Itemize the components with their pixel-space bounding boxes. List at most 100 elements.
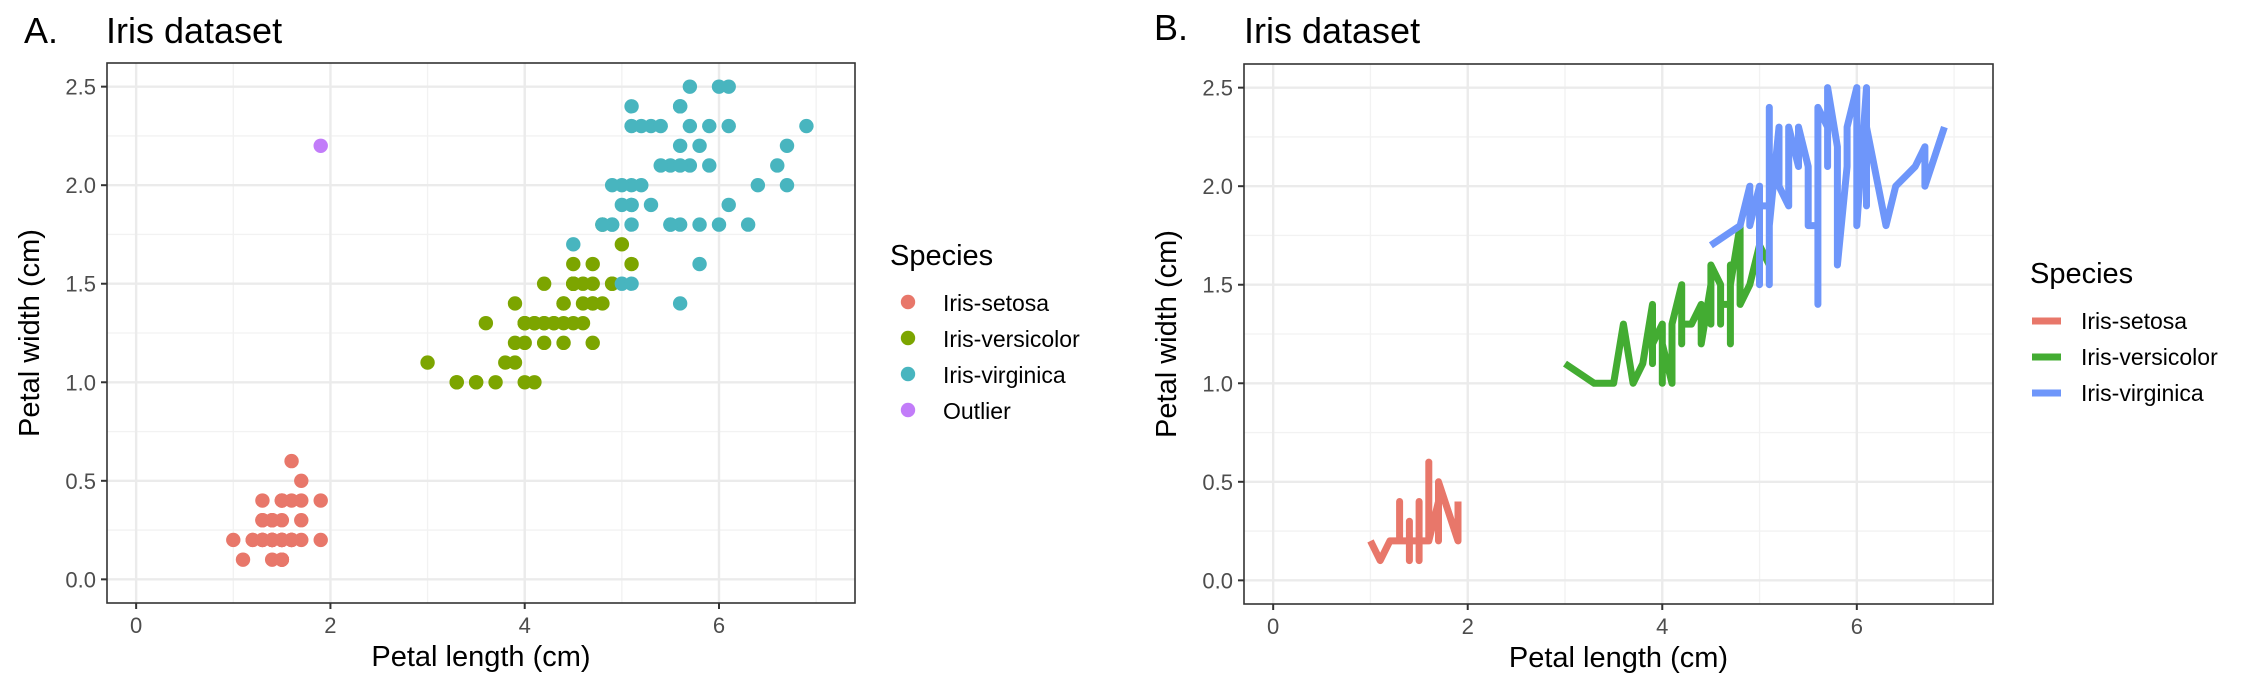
data-point-iris-versicolor xyxy=(585,335,600,351)
data-point-iris-virginica xyxy=(692,217,707,232)
legend-label: Iris-setosa xyxy=(943,290,1049,316)
panel-b-title: Iris dataset xyxy=(1244,10,1420,51)
data-point-iris-setosa xyxy=(313,532,328,548)
data-point-iris-versicolor xyxy=(575,315,591,331)
data-point-iris-versicolor xyxy=(507,296,523,311)
legend-label: Iris-versicolor xyxy=(2081,344,2218,370)
data-point-iris-virginica xyxy=(624,217,639,232)
legend-title: Species xyxy=(2030,258,2133,290)
data-point-iris-virginica xyxy=(750,177,766,193)
panel-b-legend: Species Iris-setosa Iris-versicolor Iris-vi… xyxy=(2030,258,2218,406)
y-tick-label: 0.0 xyxy=(65,567,96,592)
data-point-iris-setosa xyxy=(274,493,290,508)
panel-a-points xyxy=(226,79,814,567)
series-line-iris-virginica xyxy=(1708,84,1948,308)
panel-b: B. Iris dataset 0 2 4 6 0.0 0.5 1.0 1.5 2.0 2.5 P… xyxy=(1151,7,2218,674)
data-point-iris-virginica xyxy=(566,237,581,252)
data-point-iris-setosa xyxy=(264,513,280,528)
data-point-iris-versicolor xyxy=(566,256,581,272)
legend-label: Iris-versicolor xyxy=(943,326,1080,352)
data-point-iris-virginica xyxy=(653,118,668,134)
y-tick-label: 2.0 xyxy=(1202,174,1233,199)
data-point-iris-virginica xyxy=(634,177,649,193)
data-point-iris-virginica xyxy=(672,99,688,114)
data-point-iris-versicolor xyxy=(468,375,484,390)
legend-label: Outlier xyxy=(943,398,1011,424)
data-point-iris-versicolor xyxy=(546,315,562,331)
y-tick-label: 1.5 xyxy=(1202,273,1233,298)
data-point-iris-virginica xyxy=(672,296,688,311)
panel-b-y-axis-title: Petal width (cm) xyxy=(1151,230,1183,438)
data-point-iris-virginica xyxy=(721,118,736,134)
panel-a-plot-frame xyxy=(106,62,856,604)
data-point-iris-virginica xyxy=(721,79,736,94)
panel-a-gridlines xyxy=(107,63,855,603)
data-point-iris-setosa xyxy=(284,453,299,469)
data-point-iris-virginica xyxy=(770,158,785,173)
data-point-iris-virginica xyxy=(799,118,814,134)
x-tick-label: 6 xyxy=(1851,614,1863,639)
data-point-iris-virginica xyxy=(595,217,610,232)
y-tick-label: 1.5 xyxy=(65,272,96,297)
panel-a: A. Iris dataset 0 2 4 6 0.0 0.5 1.0 1.5 2.0 2.5 P… xyxy=(14,10,1080,673)
data-point-iris-virginica xyxy=(624,276,639,291)
panel-a-legend: Species Iris-setosa Iris-versicolor Iris-vi… xyxy=(890,240,1080,424)
data-point-iris-versicolor xyxy=(527,375,542,390)
legend-key-point xyxy=(900,294,916,310)
data-point-iris-virginica xyxy=(692,256,707,272)
legend-label: Iris-virginica xyxy=(2081,380,2204,406)
data-point-iris-versicolor xyxy=(536,276,552,291)
data-point-iris-virginica xyxy=(663,217,678,232)
data-point-iris-setosa xyxy=(264,532,280,548)
x-tick-label: 2 xyxy=(324,613,336,638)
data-point-outlier xyxy=(313,138,328,153)
legend-label: Iris-setosa xyxy=(2081,308,2187,334)
data-point-iris-versicolor xyxy=(527,315,542,331)
data-point-iris-versicolor xyxy=(585,276,600,291)
data-point-iris-virginica xyxy=(702,158,717,173)
data-point-iris-versicolor xyxy=(449,375,464,390)
series-line-iris-setosa xyxy=(1367,458,1462,565)
y-tick-label: 2.0 xyxy=(65,173,96,198)
x-tick-label: 6 xyxy=(713,613,725,638)
panel-a-tag: A. xyxy=(24,10,58,51)
legend-title: Species xyxy=(890,240,993,272)
data-point-iris-virginica xyxy=(643,197,659,213)
data-point-iris-virginica xyxy=(779,138,795,153)
data-point-iris-versicolor xyxy=(420,355,435,370)
data-point-iris-setosa xyxy=(235,552,251,567)
data-point-iris-virginica xyxy=(702,118,717,134)
y-tick-label: 2.5 xyxy=(1202,76,1233,101)
x-tick-label: 4 xyxy=(519,613,531,638)
y-tick-label: 0.5 xyxy=(65,469,96,494)
x-tick-label: 0 xyxy=(130,613,142,638)
data-point-iris-virginica xyxy=(614,197,630,213)
data-point-iris-versicolor xyxy=(556,296,571,311)
data-point-iris-virginica xyxy=(779,177,795,193)
data-point-iris-virginica xyxy=(692,138,707,153)
y-tick-label: 0.0 xyxy=(1202,568,1233,593)
panel-b-lines xyxy=(1367,84,1948,565)
data-point-iris-virginica xyxy=(682,79,698,94)
legend-key-point xyxy=(900,366,916,382)
y-tick-label: 2.5 xyxy=(65,75,96,100)
data-point-iris-virginica xyxy=(672,158,688,173)
panel-a-axis-ticks: 0 2 4 6 0.0 0.5 1.0 1.5 2.0 2.5 xyxy=(65,75,725,638)
panel-b-x-axis-title: Petal length (cm) xyxy=(1509,642,1728,674)
data-point-iris-versicolor xyxy=(536,335,552,351)
data-point-iris-versicolor xyxy=(498,355,513,370)
data-point-iris-versicolor xyxy=(517,335,532,351)
data-point-iris-versicolor xyxy=(575,296,591,311)
panel-a-x-axis-title: Petal length (cm) xyxy=(371,641,590,673)
data-point-iris-setosa xyxy=(294,513,309,528)
data-point-iris-virginica xyxy=(604,177,620,193)
x-tick-label: 0 xyxy=(1267,614,1279,639)
data-point-iris-virginica xyxy=(653,158,668,173)
panel-a-title: Iris dataset xyxy=(106,10,282,51)
data-point-iris-virginica xyxy=(711,217,727,232)
x-tick-label: 2 xyxy=(1462,614,1474,639)
legend-label: Iris-virginica xyxy=(943,362,1066,388)
data-point-iris-versicolor xyxy=(624,256,639,272)
data-point-iris-virginica xyxy=(740,217,756,232)
data-point-iris-virginica xyxy=(672,138,688,153)
